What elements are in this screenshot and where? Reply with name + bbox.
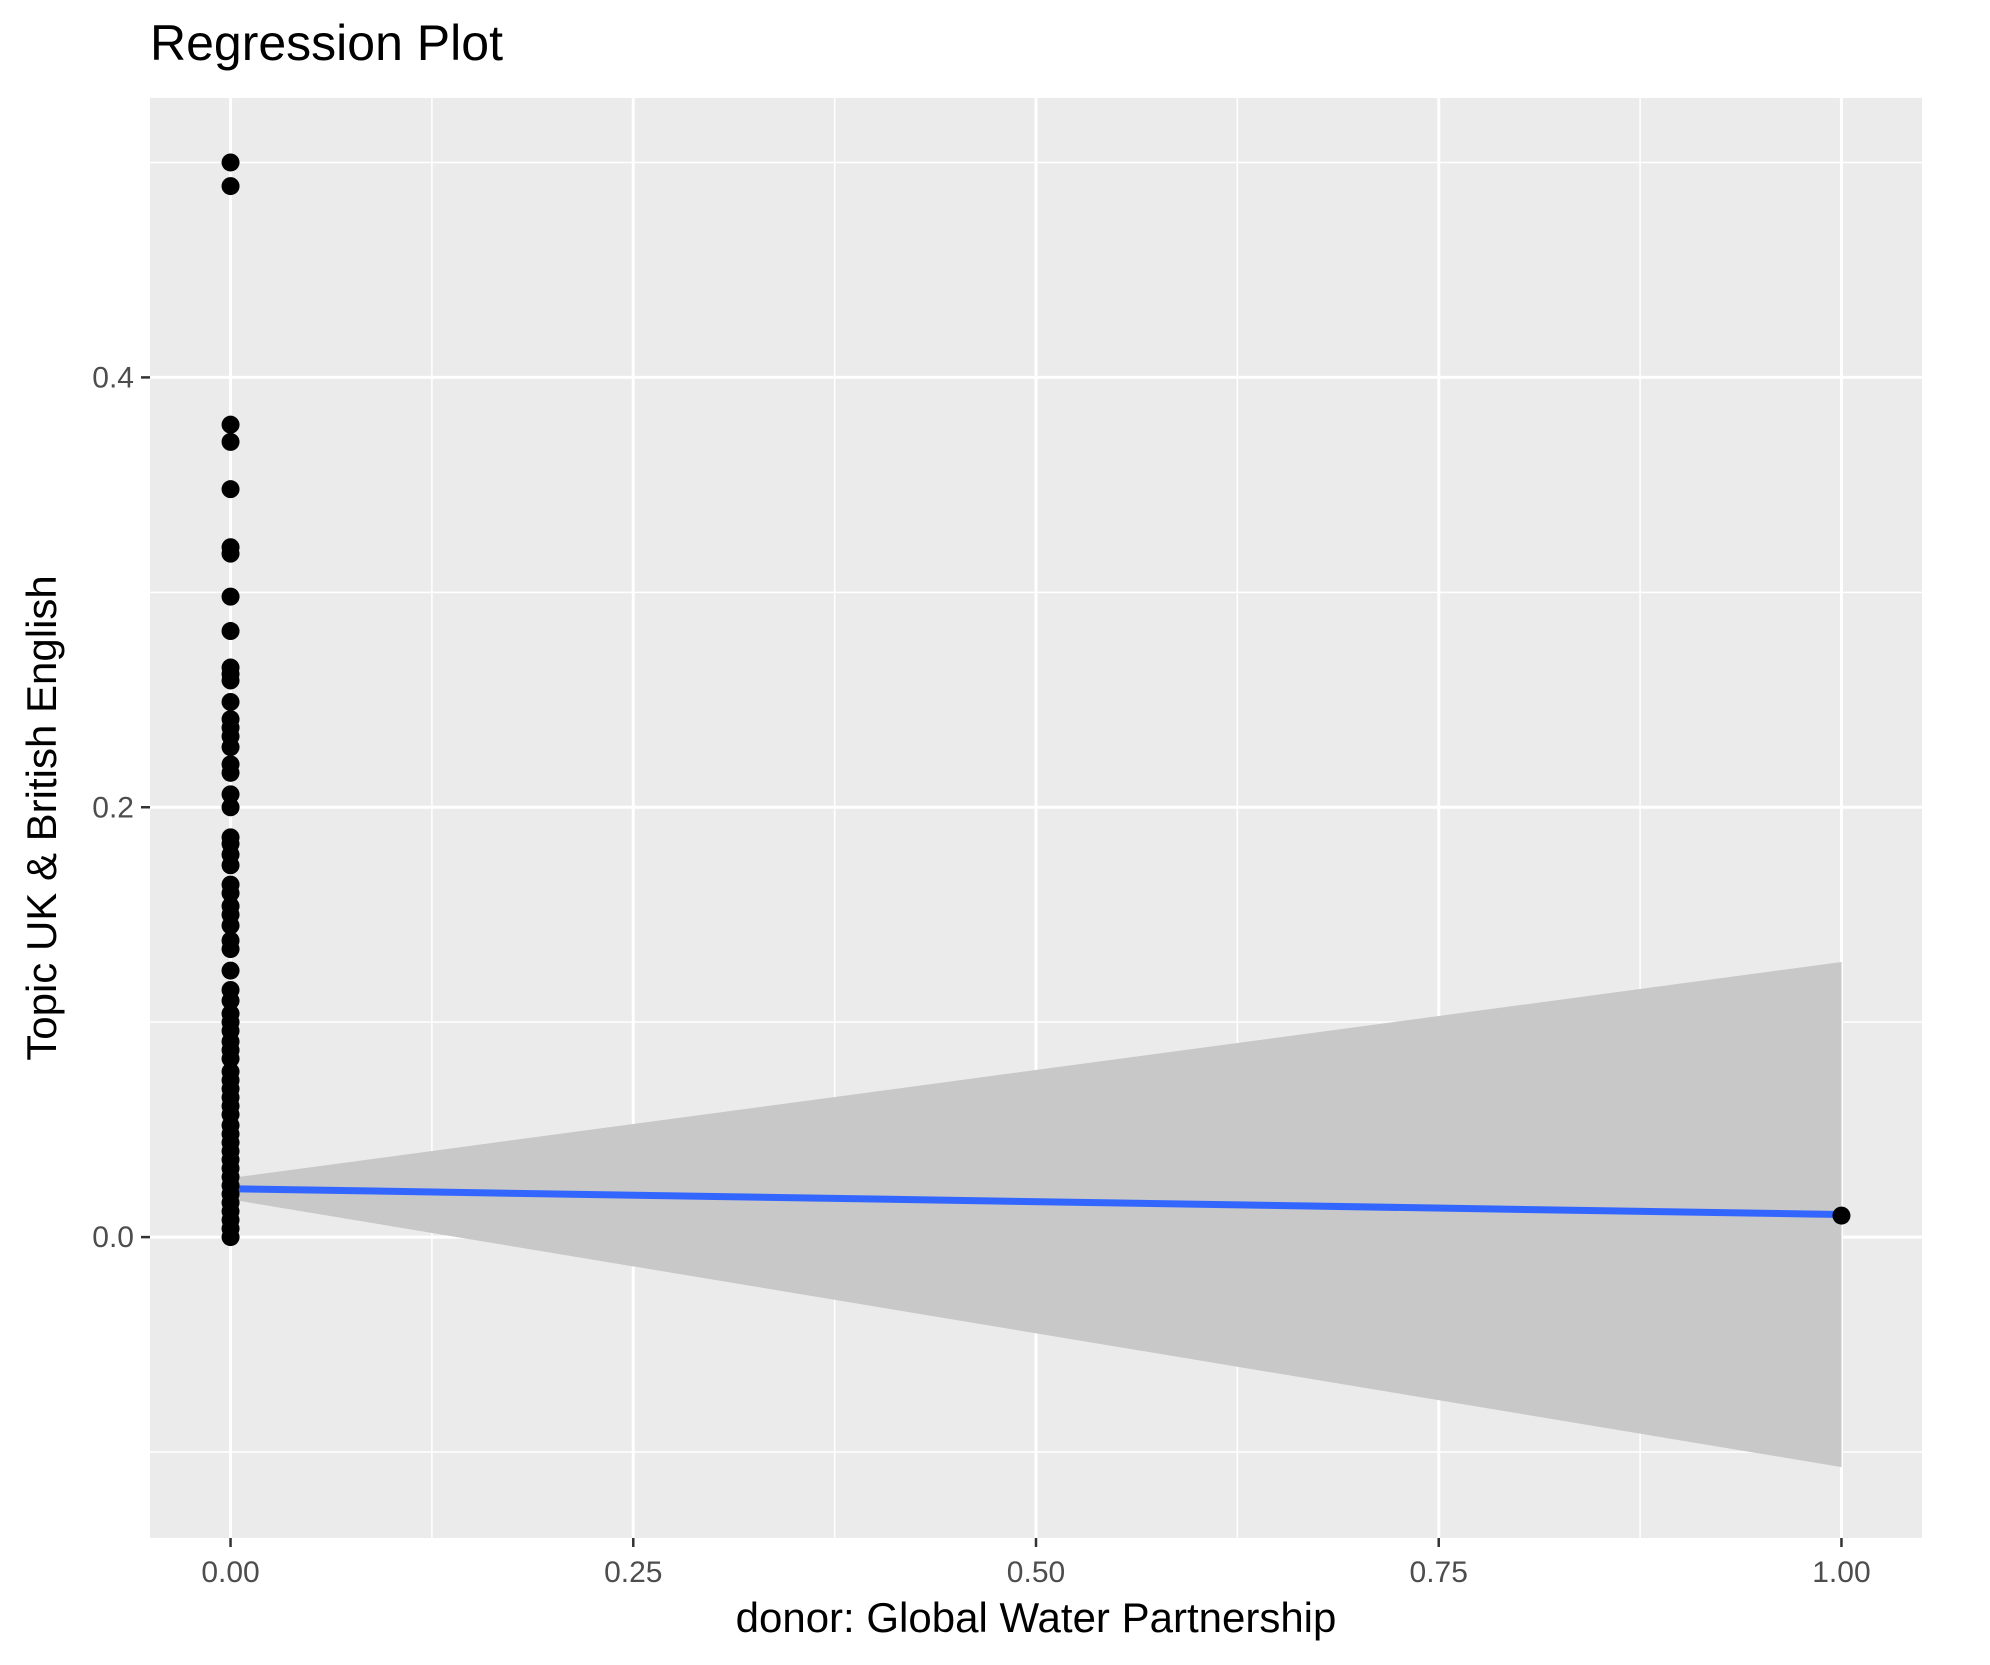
x-axis-title: donor: Global Water Partnership <box>736 1594 1337 1641</box>
data-point <box>221 763 240 782</box>
x-tick-label: 0.00 <box>201 1556 259 1589</box>
data-point <box>221 587 240 606</box>
y-tick-label: 0.2 <box>92 791 134 824</box>
data-point <box>221 884 240 903</box>
data-point <box>1832 1206 1851 1225</box>
y-axis-ticks: 0.0 0.2 0.4 <box>92 361 150 1254</box>
x-tick-label: 0.50 <box>1007 1556 1065 1589</box>
x-tick-label: 0.25 <box>604 1556 662 1589</box>
data-point <box>221 940 240 959</box>
x-tick-label: 1.00 <box>1812 1556 1870 1589</box>
data-point <box>221 544 240 563</box>
data-point <box>221 622 240 641</box>
data-point <box>221 1049 240 1068</box>
data-point <box>221 738 240 757</box>
data-point <box>221 692 240 711</box>
scatter-points <box>221 153 1851 1247</box>
data-point <box>221 916 240 935</box>
data-point <box>221 785 240 804</box>
data-point <box>221 856 240 875</box>
x-axis-ticks: 0.00 0.25 0.50 0.75 1.00 <box>201 1538 1871 1589</box>
y-tick-label: 0.4 <box>92 361 134 394</box>
data-point <box>221 480 240 499</box>
data-point <box>221 798 240 817</box>
data-point <box>221 671 240 690</box>
chart-title: Regression Plot <box>150 15 503 71</box>
y-tick-label: 0.0 <box>92 1221 134 1254</box>
regression-line-group <box>230 1185 1842 1219</box>
confidence-band <box>230 962 1842 1468</box>
confidence-band-area <box>230 962 1842 1468</box>
x-tick-label: 0.75 <box>1410 1556 1468 1589</box>
data-point <box>221 177 240 196</box>
y-axis-title: Topic UK & British English <box>18 575 65 1061</box>
data-point <box>221 991 240 1010</box>
regression-line <box>230 1185 1842 1219</box>
data-point <box>221 1228 240 1247</box>
data-point <box>221 432 240 451</box>
data-point <box>221 153 240 172</box>
data-point <box>221 961 240 980</box>
data-point <box>221 415 240 434</box>
